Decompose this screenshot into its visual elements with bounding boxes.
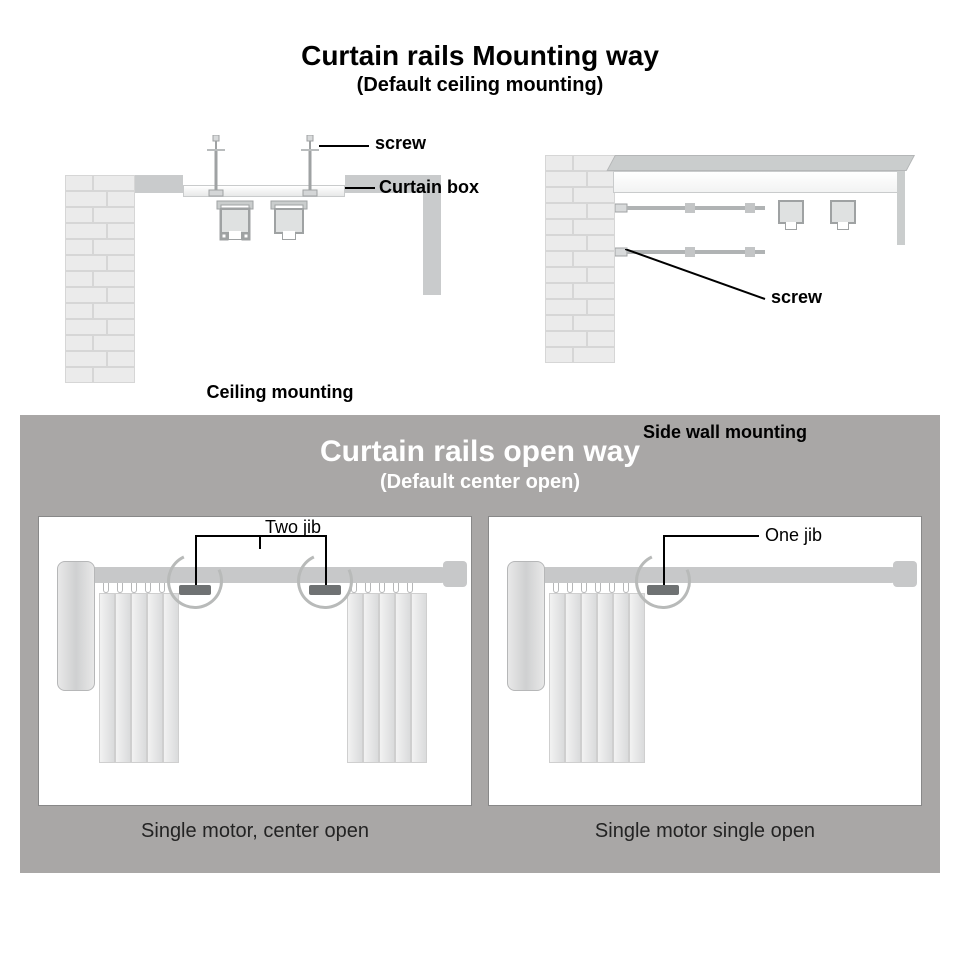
rail-bar [519, 567, 899, 583]
jib-block-icon [309, 585, 341, 595]
mounting-diagrams-row: screw Curtain box Ceiling mounting [20, 115, 940, 395]
curtain-hooks [103, 583, 165, 593]
curtain-right [347, 593, 427, 763]
jib-block-icon [179, 585, 211, 595]
curtain-left [99, 593, 179, 763]
callout-line [319, 145, 369, 147]
callout-line [195, 535, 197, 585]
ceiling-mounting-diagram: screw Curtain box Ceiling mounting [45, 115, 515, 395]
curtain-single [549, 593, 645, 763]
rail-bar [69, 567, 449, 583]
curtain-box-label: Curtain box [379, 177, 479, 198]
one-jib-label: One jib [765, 525, 822, 546]
curtain-hooks [351, 583, 413, 593]
ceiling-left-segment [135, 175, 183, 193]
side-wall-mounting-diagram: screw Side wall mounting [535, 155, 915, 395]
center-open-panel: Two jib [38, 516, 472, 806]
mounting-subtitle: (Default ceiling mounting) [20, 74, 940, 97]
open-way-subtitle: (Default center open) [38, 471, 922, 494]
callout-line [663, 535, 665, 585]
screw-label: screw [375, 133, 426, 154]
track-profile-icon [213, 199, 257, 243]
jib-block-icon [647, 585, 679, 595]
track-profile-icon [267, 199, 311, 243]
curtain-hooks [553, 583, 629, 593]
shelf-top [606, 155, 915, 171]
panel-caption: Single motor, center open [38, 820, 472, 843]
callout-line [325, 535, 327, 585]
screw-icon [207, 135, 225, 197]
rail-end-cap [893, 561, 917, 587]
mounting-way-section: Curtain rails Mounting way (Default ceil… [0, 0, 960, 405]
open-way-panels-row: Two jib One jib [38, 516, 922, 806]
open-way-section: Curtain rails open way (Default center o… [20, 415, 940, 873]
motor-icon [507, 561, 545, 691]
two-jib-label: Two jib [265, 517, 321, 538]
shelf-front [613, 171, 905, 193]
screw-icon [301, 135, 319, 197]
mounting-title: Curtain rails Mounting way [20, 40, 940, 72]
brick-wall-left [65, 175, 135, 383]
callout-line [663, 535, 759, 537]
rail-end-cap [443, 561, 467, 587]
diagram-caption: Ceiling mounting [45, 382, 515, 403]
single-open-panel: One jib [488, 516, 922, 806]
callout-line [345, 187, 375, 189]
diagram-caption: Side wall mounting [535, 422, 915, 443]
screw-label: screw [771, 287, 822, 308]
motor-icon [57, 561, 95, 691]
wall-bracket-icon [615, 199, 775, 219]
callout-line [195, 535, 261, 537]
shelf-right-drop [897, 171, 905, 245]
callout-line [259, 535, 261, 549]
panel-captions-row: Single motor, center open Single motor s… [38, 806, 922, 843]
track-profile-icon [825, 195, 861, 233]
brick-wall [545, 155, 615, 363]
panel-caption: Single motor single open [488, 820, 922, 843]
track-profile-icon [773, 195, 809, 233]
